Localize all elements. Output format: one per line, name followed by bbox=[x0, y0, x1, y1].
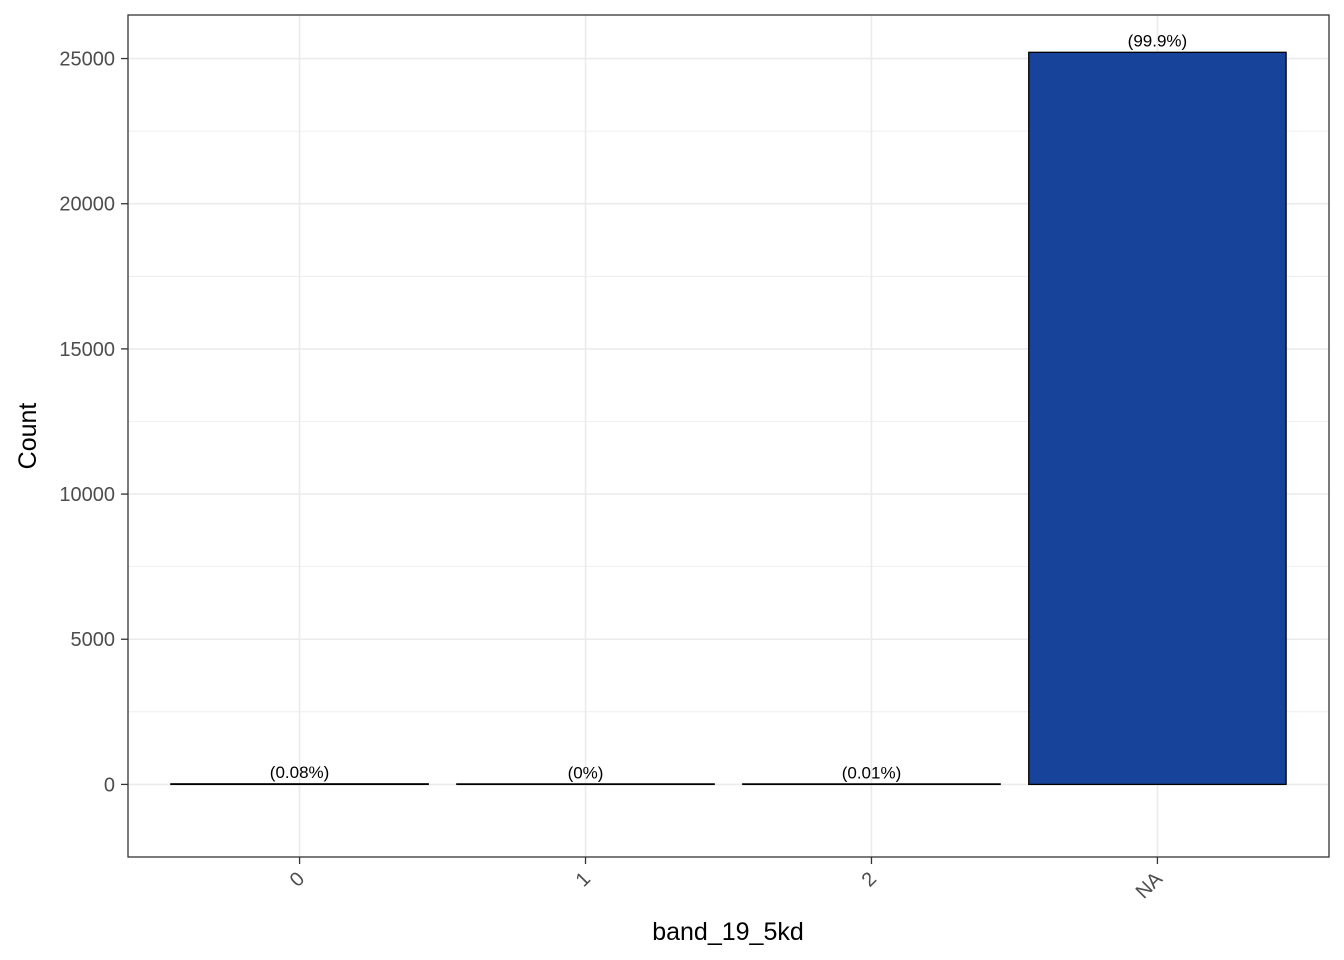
bar-labels: (0.08%) (0%) (0.01%) (99.9%) bbox=[270, 31, 1187, 782]
bar-2 bbox=[742, 783, 1001, 786]
y-tick-label: 15000 bbox=[59, 339, 115, 361]
x-tick-label: NA bbox=[1132, 868, 1168, 904]
bar-NA bbox=[1028, 51, 1287, 786]
y-tick-label: 5000 bbox=[71, 629, 116, 651]
x-axis-title: band_19_5kd bbox=[652, 918, 804, 946]
y-tick-label: 0 bbox=[104, 774, 115, 796]
y-axis: 0 5000 10000 15000 20000 25000 bbox=[59, 49, 128, 796]
y-tick-label: 10000 bbox=[59, 484, 115, 506]
bar-1 bbox=[456, 783, 715, 786]
bar-label-1: (0%) bbox=[568, 763, 604, 782]
plot-panel-border bbox=[127, 14, 1330, 858]
x-tick-label: 0 bbox=[286, 868, 309, 891]
bar-label-0: (0.08%) bbox=[270, 763, 330, 782]
bar-label-2: (0.01%) bbox=[842, 763, 902, 782]
bar-label-NA: (99.9%) bbox=[1128, 31, 1188, 50]
y-axis-title: Count bbox=[14, 403, 42, 470]
bars bbox=[170, 51, 1287, 786]
bar-0 bbox=[170, 783, 429, 786]
y-tick-label: 20000 bbox=[59, 194, 115, 216]
x-tick-label: 1 bbox=[572, 868, 595, 891]
x-axis: 0 1 2 NA bbox=[286, 857, 1168, 904]
x-tick-label: 2 bbox=[858, 868, 881, 891]
y-tick-label: 25000 bbox=[59, 49, 115, 71]
